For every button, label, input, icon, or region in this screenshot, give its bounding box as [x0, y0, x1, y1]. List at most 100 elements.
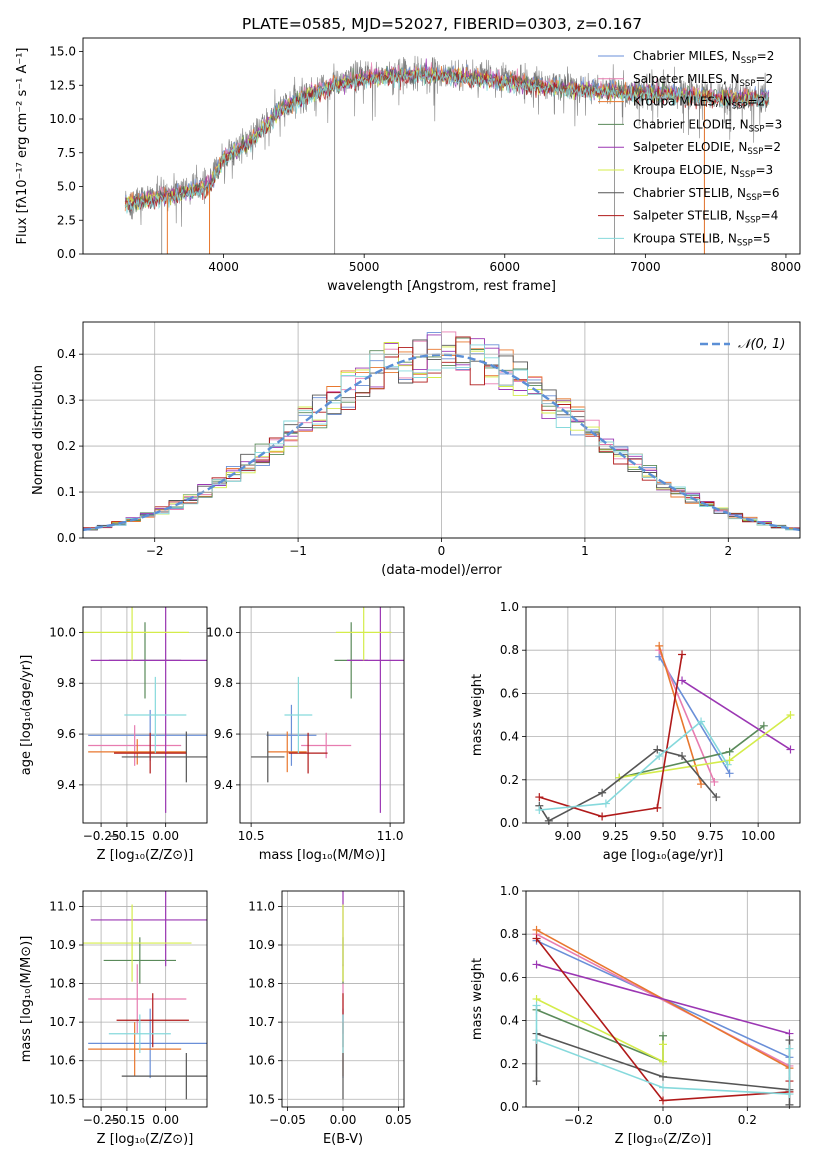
plus-marker — [659, 1072, 667, 1081]
mass-vs-Z-plot-area — [83, 891, 207, 1100]
x-tick-label: 0 — [438, 544, 446, 558]
x-tick-label: 0.00 — [152, 829, 179, 843]
x-axis-label: Z [log₁₀(Z/Z⊙)] — [615, 1132, 712, 1147]
legend-entry: Salpeter MILES, NSSP=2 — [633, 72, 773, 89]
x-tick-label: 5000 — [349, 260, 380, 274]
x-tick-label: 0.05 — [385, 1113, 412, 1127]
model-spectrum — [124, 64, 770, 214]
age-vs-mass-panel: 10.5 11.0 9.4 9.6 9.8 10.0 mass [log₁₀(M/M⊙)] — [206, 606, 405, 863]
plus-marker — [598, 788, 607, 797]
x-tick-label: 0.00 — [330, 1113, 357, 1127]
errorbar-point — [114, 732, 187, 774]
errorbar-point — [88, 1022, 182, 1077]
plus-marker — [532, 1001, 541, 1010]
axes-frame — [82, 37, 801, 255]
mass-weight-vs-Z-panel: −0.2 0.0 0.2 0.0 0.2 0.4 0.6 0.8 1.0 Z [log₁₀(Z/Z… — [470, 884, 801, 1147]
y-tick-label: 0.2 — [57, 439, 76, 453]
axes-frame — [525, 606, 801, 824]
mass-weight-line — [536, 998, 664, 1063]
plus-marker — [653, 745, 662, 754]
errorbar-point — [88, 1008, 207, 1079]
plus-marker — [532, 925, 541, 934]
y-tick-label: 1.0 — [500, 600, 519, 614]
x-tick-label: −0.25 — [83, 829, 120, 843]
plus-marker — [759, 721, 768, 730]
x-axis-label: E(B-V) — [323, 1132, 363, 1147]
errorbar-point — [83, 607, 189, 661]
mass-weight-line — [539, 654, 683, 818]
x-tick-label: 6000 — [489, 260, 520, 274]
x-tick-label: 9.00 — [555, 829, 582, 843]
plus-marker — [697, 780, 706, 789]
axes-frame — [281, 890, 405, 1108]
x-tick-label: 1 — [581, 544, 589, 558]
y-tick-label: 9.4 — [214, 778, 233, 792]
age-vs-Z-plot-area — [83, 607, 207, 813]
errorbar-point — [90, 607, 207, 813]
y-tick-label: 0.0 — [500, 1100, 519, 1114]
plus-marker — [535, 806, 544, 815]
plus-marker — [598, 812, 607, 821]
y-tick-label: 11.0 — [248, 899, 275, 913]
axes-frame — [239, 606, 405, 824]
x-tick-label: 0.00 — [152, 1113, 179, 1127]
plus-marker — [659, 1031, 667, 1040]
plus-marker — [532, 934, 541, 943]
x-tick-label: 9.50 — [650, 829, 677, 843]
model-spectrum — [124, 69, 770, 212]
x-tick-label: −0.15 — [109, 829, 146, 843]
y-tick-label: 10.0 — [49, 112, 76, 126]
errorbar-point — [116, 993, 189, 1048]
y-tick-label: 0.8 — [500, 927, 519, 941]
plus-marker — [653, 803, 662, 812]
y-tick-label: 11.0 — [49, 899, 76, 913]
errorbar-point — [90, 891, 207, 967]
mass-weight-line — [536, 933, 790, 1067]
y-tick-label: 9.6 — [57, 727, 76, 741]
y-tick-label: 7.5 — [57, 146, 76, 160]
mass-weight-line — [681, 679, 791, 751]
plus-marker — [659, 1040, 667, 1049]
plus-marker — [786, 711, 795, 719]
y-tick-label: 0.3 — [57, 393, 76, 407]
plus-marker — [532, 960, 541, 969]
spectrum-plot-area — [124, 55, 770, 254]
y-tick-label: 0.2 — [500, 1057, 519, 1071]
errorbar-point — [88, 725, 182, 766]
y-tick-label: 10.7 — [248, 1015, 275, 1029]
age-vs-Z-panel: −0.25−0.15 0.00 9.4 9.6 9.8 10.0 Z [log₁₀(Z/Z⊙… — [19, 606, 208, 863]
errorbar-point — [335, 607, 392, 661]
x-tick-label: −0.2 — [564, 1113, 593, 1127]
y-axis-label: mass weight — [470, 958, 485, 1040]
y-tick-label: 9.6 — [214, 727, 233, 741]
plus-marker — [710, 777, 719, 786]
plus-marker — [544, 816, 553, 825]
plus-marker — [535, 793, 544, 802]
plus-marker — [655, 641, 664, 650]
y-tick-label: 0.8 — [500, 643, 519, 657]
y-tick-label: 0.0 — [500, 816, 519, 830]
y-tick-label: 9.4 — [57, 778, 76, 792]
spectrum-legend: Chabrier MILES, NSSP=2 Salpeter MILES, NS… — [598, 49, 782, 248]
legend-entry: Kroupa ELODIE, NSSP=3 — [633, 163, 773, 180]
mass-weight-vs-age-plot-area — [535, 641, 795, 825]
x-tick-label: −1 — [289, 544, 307, 558]
plus-marker — [532, 1077, 541, 1086]
y-tick-label: 0.1 — [57, 485, 76, 499]
y-tick-label: 0.6 — [500, 686, 519, 700]
x-tick-label: −0.05 — [269, 1113, 306, 1127]
x-axis-label: Z [log₁₀(Z/Z⊙)] — [97, 848, 194, 863]
y-tick-label: 10.9 — [248, 938, 275, 952]
y-tick-label: 0.4 — [500, 1014, 519, 1028]
axes-frame — [82, 890, 208, 1108]
plus-marker — [532, 1036, 541, 1045]
y-axis-label: mass weight — [470, 674, 485, 756]
y-axis-label: age [log₁₀(age/yr)] — [19, 655, 34, 776]
x-tick-label: 0.0 — [653, 1113, 672, 1127]
mass-weight-vs-Z-plot-area — [532, 925, 794, 1109]
y-tick-label: 10.5 — [49, 1092, 76, 1106]
errorbar-point — [121, 731, 207, 783]
plus-marker — [678, 650, 687, 659]
errorbar-point — [288, 732, 328, 774]
